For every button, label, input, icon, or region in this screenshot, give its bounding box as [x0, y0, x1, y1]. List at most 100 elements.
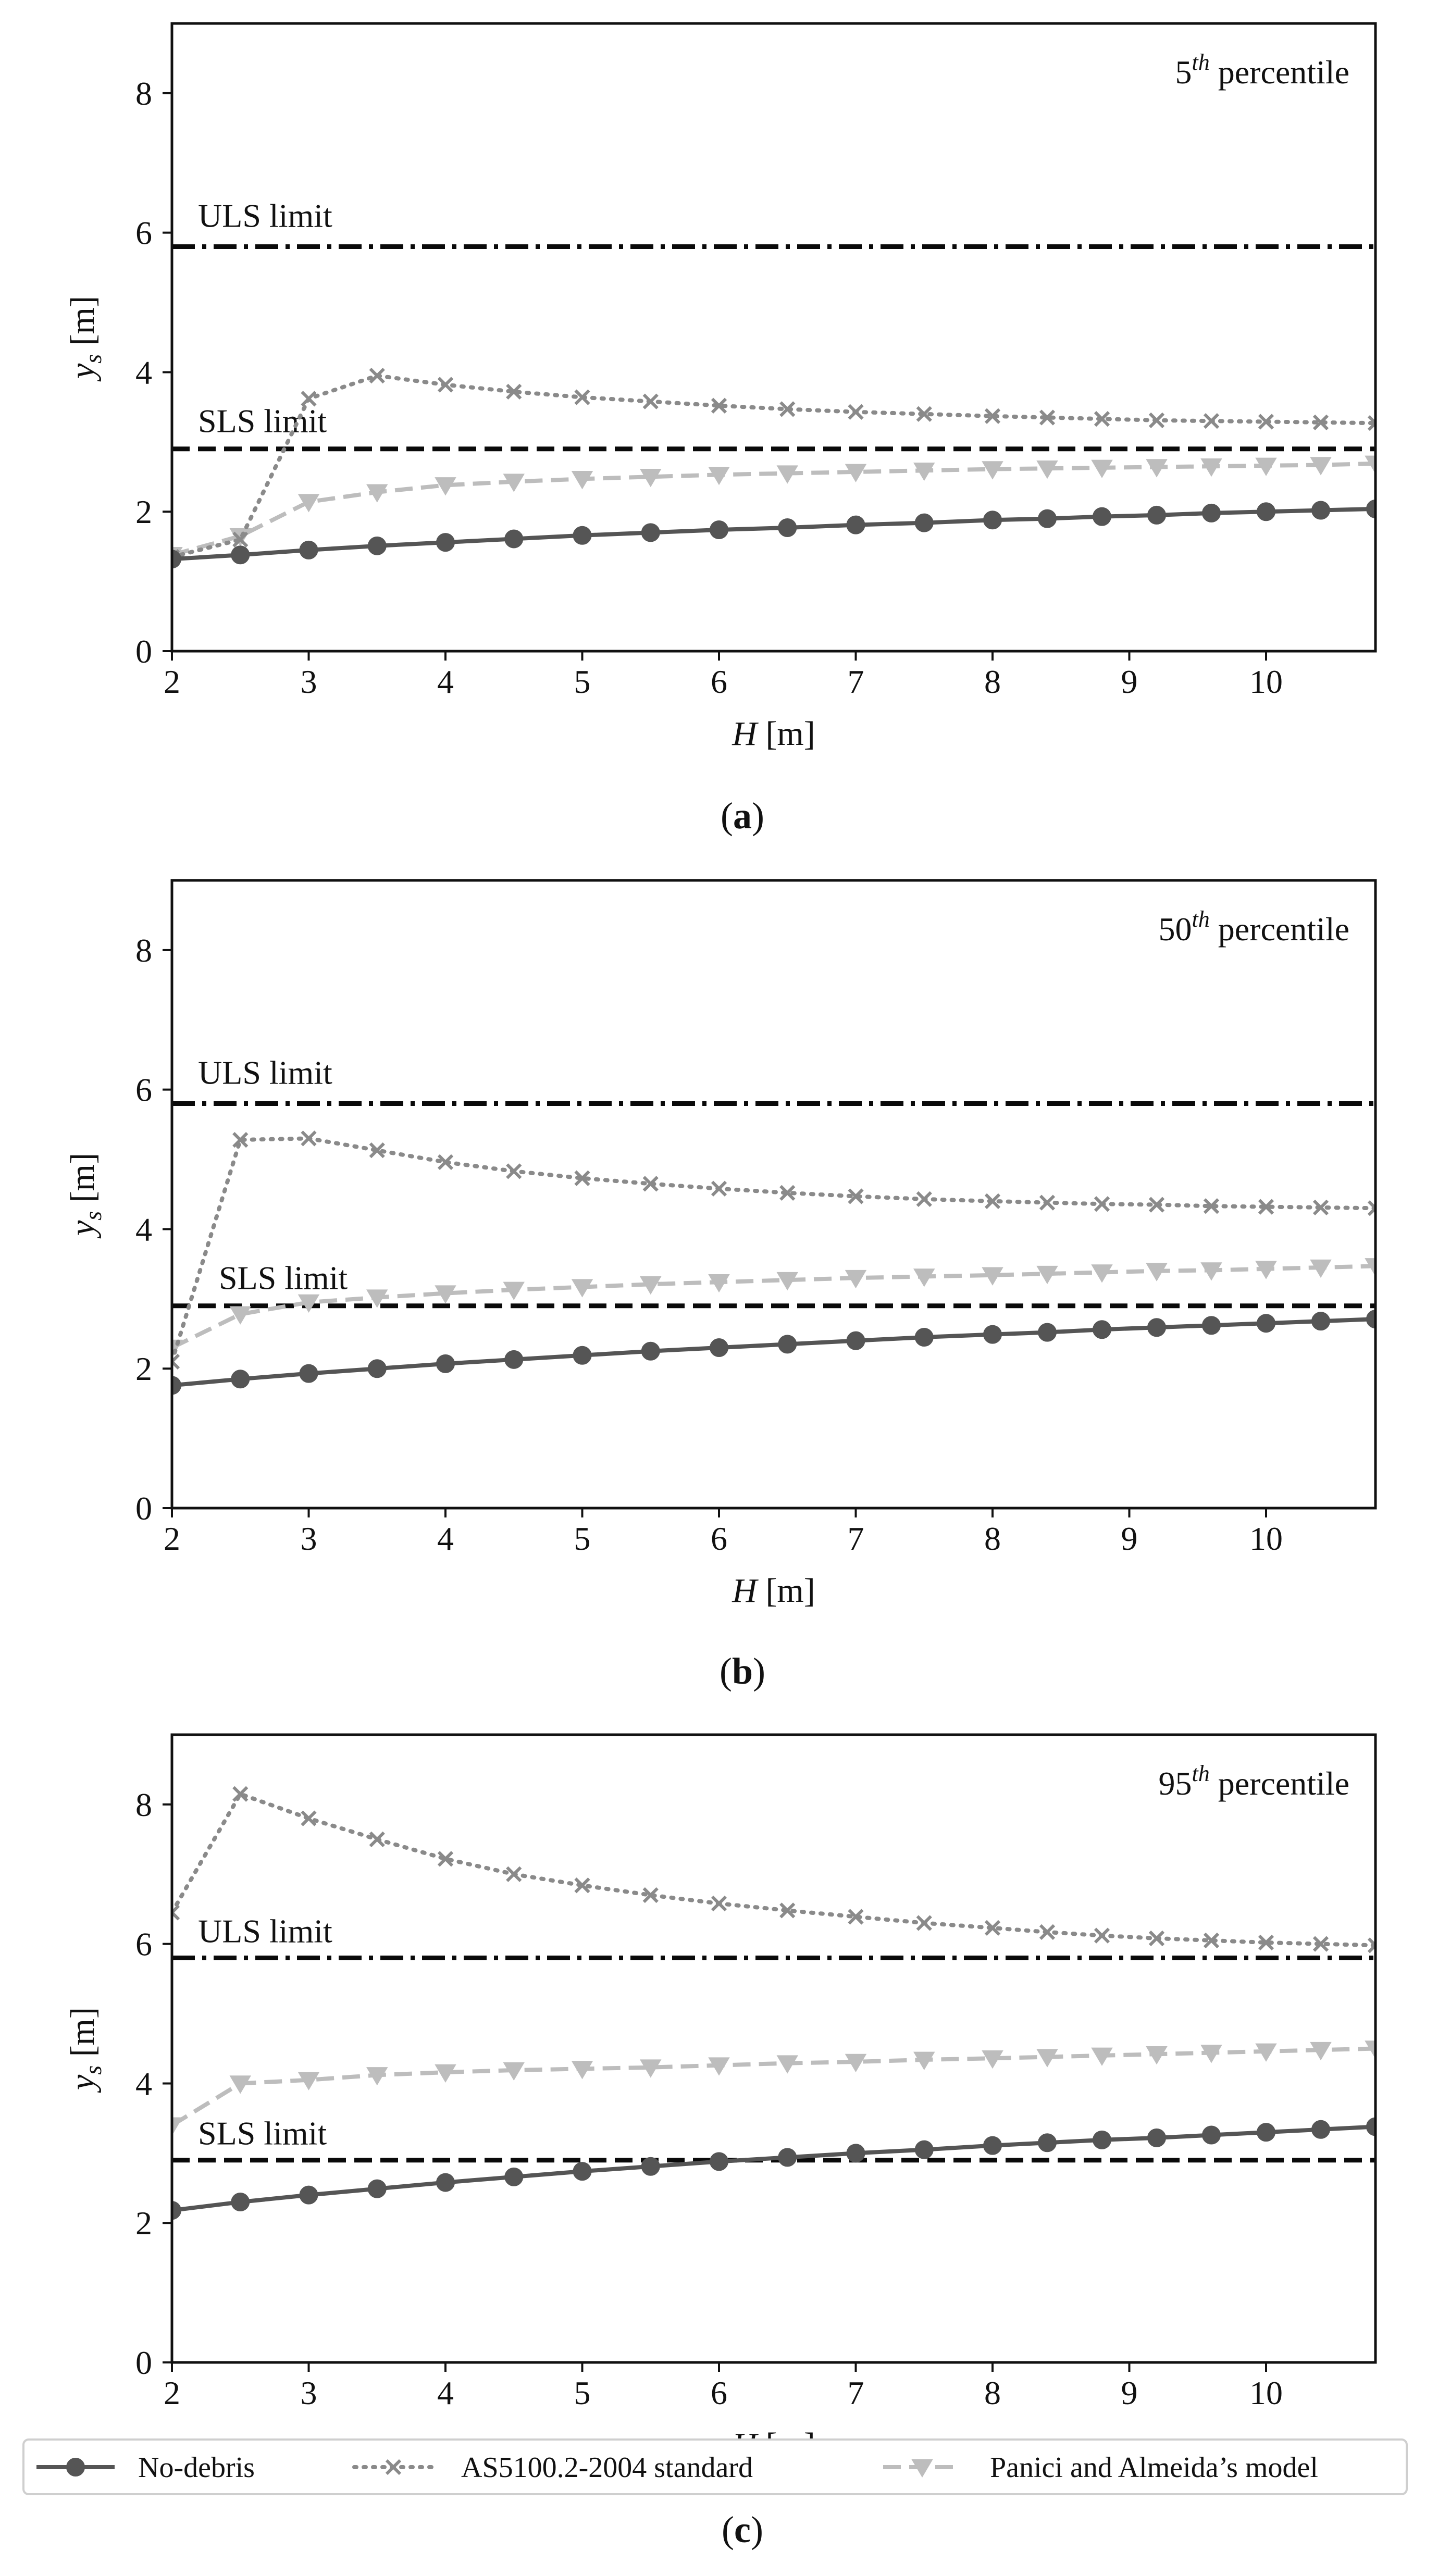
- data-point-panici: [1255, 1261, 1277, 1279]
- data-point-as5100-stroke-b: [1258, 1199, 1274, 1215]
- data-point-no_debris: [778, 2148, 797, 2167]
- data-point-as5100: [301, 1130, 317, 1147]
- data-point-panici: [435, 477, 456, 496]
- x-tick-label: 10: [1249, 663, 1283, 700]
- data-point-panici: [845, 464, 867, 482]
- data-point-panici: [1036, 460, 1058, 479]
- data-point-as5100: [232, 1786, 249, 1802]
- data-point-panici: [571, 471, 593, 490]
- data-point-as5100-stroke-a: [172, 1359, 180, 1370]
- data-point-panici: [435, 2064, 456, 2083]
- data-point-panici: [503, 1281, 525, 1300]
- data-point-as5100-stroke-a: [1367, 1937, 1375, 1948]
- data-point-as5100-stroke-b: [916, 1915, 932, 1931]
- limit-label-sls: SLS limit: [219, 1260, 348, 1297]
- data-point-panici: [1255, 457, 1277, 476]
- data-point-as5100: [916, 406, 932, 422]
- data-point-as5100-stroke-b: [232, 531, 249, 547]
- data-point-as5100-stroke-b: [848, 404, 864, 420]
- data-point-no_debris: [1366, 1310, 1375, 1329]
- data-point-panici: [640, 469, 662, 488]
- data-point-panici: [913, 462, 935, 481]
- y-tick-label: 2: [135, 493, 152, 530]
- series-line-as5100: [172, 1791, 1375, 1948]
- data-point-no_debris: [1257, 2123, 1275, 2142]
- x-tick-label: 7: [848, 2374, 864, 2411]
- data-point-panici: [366, 2067, 388, 2086]
- data-point-panici: [845, 2054, 867, 2072]
- data-point-panici: [1091, 2047, 1113, 2066]
- data-point-as5100-stroke-b: [506, 1163, 522, 1179]
- limit-label-uls: ULS limit: [198, 1054, 332, 1091]
- data-point-as5100-stroke-b: [506, 383, 522, 400]
- data-point-as5100: [1148, 1197, 1165, 1213]
- data-point-as5100: [642, 393, 659, 409]
- data-point-panici: [708, 2057, 730, 2076]
- legend: No-debris AS5100.2-2004 standard Panici an…: [22, 2438, 1408, 2495]
- data-point-no_debris: [172, 1376, 181, 1395]
- legend-marker-as5100: [385, 2459, 402, 2475]
- data-point-no_debris: [846, 2144, 865, 2163]
- legend-item-panici: Panici and Almeida’s model: [883, 2451, 1318, 2484]
- x-axis-label: H [m]: [732, 1572, 815, 1610]
- data-point-panici: [982, 1267, 1003, 1286]
- plot-frame: [170, 22, 1377, 653]
- data-point-no_debris: [846, 515, 865, 534]
- y-tick-label: 8: [135, 1786, 152, 1823]
- data-point-as5100: [711, 1180, 727, 1197]
- data-point-panici: [640, 1276, 662, 1295]
- x-tick-label: 7: [848, 663, 864, 700]
- data-point-no_debris: [1038, 1323, 1057, 1342]
- data-point-panici: [913, 2051, 935, 2070]
- data-point-as5100: [301, 391, 317, 407]
- data-point-no_debris: [299, 1364, 318, 1383]
- data-point-panici: [503, 474, 525, 492]
- data-point-as5100: [711, 397, 727, 414]
- data-point-as5100: [1148, 1930, 1165, 1947]
- data-point-panici: [503, 2062, 525, 2081]
- series-line-as5100: [172, 374, 1375, 559]
- data-point-panici: [1091, 1264, 1113, 1283]
- data-point-as5100-stroke-b: [1258, 414, 1274, 430]
- y-axis-label: ys [m]: [64, 2007, 106, 2093]
- data-point-as5100-stroke-b: [1203, 413, 1220, 429]
- series-line-panici: [172, 2046, 1375, 2127]
- data-point-panici: [229, 2075, 251, 2094]
- data-point-as5100: [848, 404, 864, 420]
- data-point-as5100-stroke-b: [1094, 1196, 1110, 1212]
- data-point-as5100: [506, 383, 522, 400]
- plot-frame: [170, 1733, 1377, 2364]
- data-point-no_debris: [914, 1327, 934, 1347]
- data-point-as5100: [642, 1887, 659, 1903]
- percentile-label: 5th percentile: [1175, 49, 1349, 91]
- data-point-as5100-stroke-b: [1312, 1199, 1329, 1216]
- panel-caption: (c): [722, 2509, 763, 2550]
- x-tick-label: 3: [301, 1520, 317, 1557]
- data-point-no_debris: [641, 2157, 660, 2176]
- data-point-no_debris: [1311, 2120, 1330, 2139]
- data-point-no_debris: [1038, 2133, 1057, 2152]
- data-point-no_debris: [1202, 503, 1221, 522]
- data-point-no_debris: [710, 1338, 728, 1358]
- data-point-as5100-stroke-b: [437, 377, 454, 393]
- data-point-panici: [1365, 1258, 1375, 1277]
- y-tick-label: 6: [135, 1072, 152, 1109]
- plot-frame: [170, 879, 1377, 1510]
- x-tick-label: 4: [437, 2374, 454, 2411]
- data-point-panici: [1310, 1259, 1332, 1278]
- data-point-panici: [172, 2117, 183, 2136]
- data-point-as5100-stroke-b: [1148, 1930, 1165, 1947]
- data-point-as5100: [1203, 1198, 1220, 1214]
- series-line-no_debris: [172, 1317, 1375, 1388]
- data-point-panici: [1036, 1265, 1058, 1285]
- y-tick-label: 8: [135, 75, 152, 112]
- x-tick-label: 5: [574, 2374, 591, 2411]
- limit-label-sls: SLS limit: [198, 403, 327, 440]
- data-point-panici: [297, 494, 320, 513]
- data-point-as5100: [232, 1131, 249, 1148]
- data-point-as5100: [984, 1920, 1001, 1936]
- data-point-as5100: [574, 1877, 590, 1894]
